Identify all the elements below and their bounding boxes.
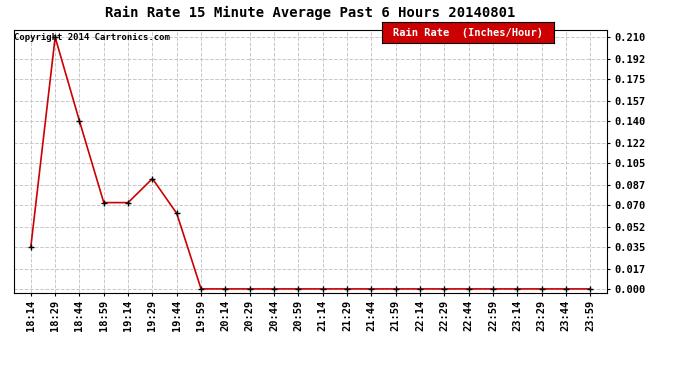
Text: Copyright 2014 Cartronics.com: Copyright 2014 Cartronics.com: [14, 33, 170, 42]
Title: Rain Rate 15 Minute Average Past 6 Hours 20140801: Rain Rate 15 Minute Average Past 6 Hours…: [106, 5, 515, 20]
